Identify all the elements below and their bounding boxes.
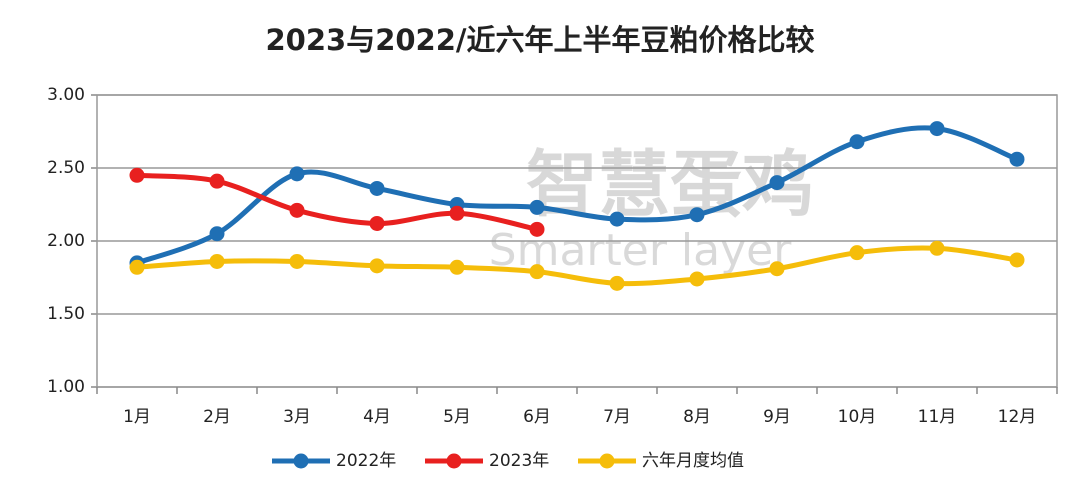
legend-label: 2023年 <box>489 451 549 471</box>
data-point <box>129 167 145 183</box>
x-tick-label: 10月 <box>838 407 877 427</box>
data-point <box>369 258 385 274</box>
y-tick-label: 3.00 <box>47 85 85 105</box>
data-point <box>929 240 945 256</box>
x-tick-label: 3月 <box>283 407 311 427</box>
x-tick-label: 11月 <box>918 407 957 427</box>
data-point <box>129 259 145 275</box>
data-point <box>209 226 225 242</box>
y-tick-label: 2.00 <box>47 231 85 251</box>
series-line <box>134 125 1020 266</box>
data-point <box>449 205 465 221</box>
legend-marker <box>293 453 309 469</box>
x-tick-label: 7月 <box>603 407 631 427</box>
data-point <box>209 173 225 189</box>
legend-marker <box>446 453 462 469</box>
data-point <box>689 207 705 223</box>
data-point <box>209 253 225 269</box>
data-point <box>849 245 865 261</box>
y-tick-label: 2.50 <box>47 158 85 178</box>
x-tick-label: 9月 <box>763 407 791 427</box>
legend-label: 2022年 <box>336 451 396 471</box>
data-point <box>609 275 625 291</box>
data-point <box>529 264 545 280</box>
data-point <box>289 166 305 182</box>
series-line <box>134 172 540 232</box>
chart-title: 2023与2022/近六年上半年豆粕价格比较 <box>265 23 814 57</box>
data-point <box>369 180 385 196</box>
data-point <box>449 259 465 275</box>
x-tick-label: 2月 <box>203 407 231 427</box>
data-point <box>289 202 305 218</box>
data-point <box>769 261 785 277</box>
data-point <box>1009 151 1025 167</box>
data-point <box>609 211 625 227</box>
data-point <box>529 221 545 237</box>
data-point <box>769 175 785 191</box>
x-tick-label: 4月 <box>363 407 391 427</box>
data-point <box>849 134 865 150</box>
legend-label: 六年月度均值 <box>642 451 744 471</box>
data-point <box>289 253 305 269</box>
data-point <box>369 215 385 231</box>
x-tick-label: 6月 <box>523 407 551 427</box>
data-point <box>929 121 945 137</box>
x-tick-label: 12月 <box>998 407 1037 427</box>
x-tick-label: 5月 <box>443 407 471 427</box>
y-tick-label: 1.00 <box>47 377 85 397</box>
x-tick-label: 1月 <box>123 407 151 427</box>
x-tick-label: 8月 <box>683 407 711 427</box>
data-point <box>689 271 705 287</box>
legend-marker <box>599 453 615 469</box>
data-point <box>1009 252 1025 268</box>
y-tick-label: 1.50 <box>47 304 85 324</box>
data-point <box>529 199 545 215</box>
